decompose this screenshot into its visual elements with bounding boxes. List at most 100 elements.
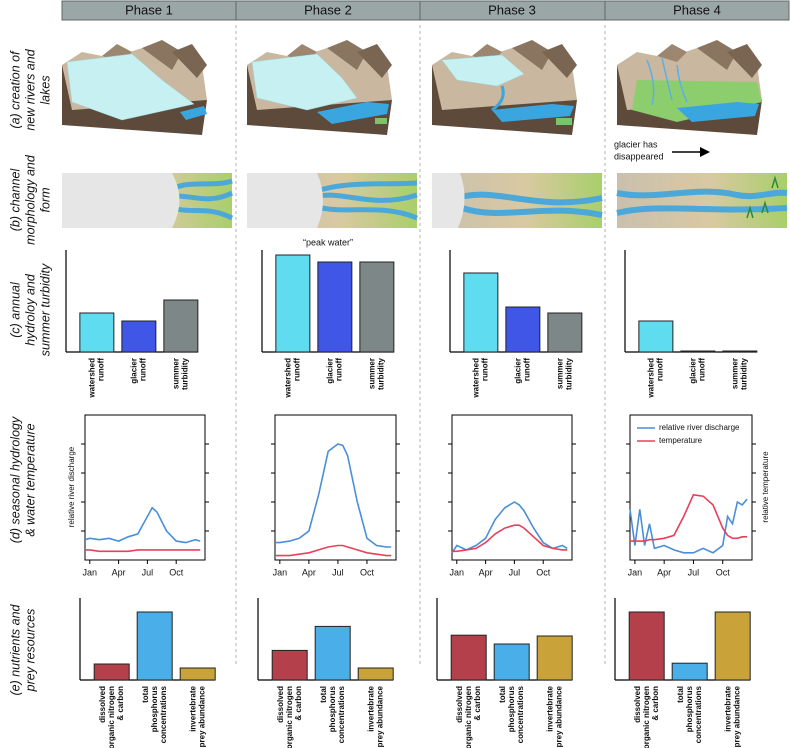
- category-label: invertebrate: [188, 685, 197, 731]
- row-label: hydroloy and: [23, 273, 37, 346]
- category-label: organic nitrogen: [464, 686, 473, 748]
- category-label: & carbon: [651, 686, 660, 721]
- category-label: concentrations: [694, 685, 703, 743]
- category-label: total: [676, 686, 685, 703]
- annotation: “peak water”: [303, 237, 353, 247]
- category-label: invertebrate: [366, 685, 375, 731]
- plot-frame: [274, 414, 397, 561]
- row-label: new rivers and: [23, 48, 37, 130]
- legend-label: relative river discharge: [659, 423, 740, 432]
- category-label: & carbon: [294, 686, 303, 721]
- category-label: prey abundance: [375, 685, 384, 747]
- category-label: watershed: [283, 358, 292, 399]
- temperature-line: [275, 544, 392, 557]
- x-tick-label: Apr: [112, 567, 126, 577]
- bar: [680, 350, 716, 353]
- channel: [247, 173, 418, 228]
- category-label: turbidity: [376, 357, 385, 390]
- row-label: form: [38, 188, 52, 213]
- row-label: (c) annual: [8, 281, 22, 338]
- category-label: prey abundance: [732, 685, 741, 747]
- category-label: runoff: [334, 358, 343, 381]
- landscape: [62, 40, 207, 135]
- arrow-head: [700, 147, 710, 157]
- channel: [62, 173, 234, 228]
- bar: [450, 634, 487, 681]
- category-label: phosphorus: [328, 685, 337, 732]
- bar: [628, 611, 665, 681]
- x-tick-label: Jan: [628, 567, 643, 577]
- x-tick-label: Jan: [450, 567, 465, 577]
- category-label: phosphorus: [685, 685, 694, 732]
- row-label: prey resources: [23, 609, 37, 693]
- channel: [616, 173, 788, 228]
- category-label: runoff: [96, 358, 105, 381]
- category-label: runoff: [480, 358, 489, 381]
- x-tick-label: Oct: [536, 567, 551, 577]
- row-label: (d) seasonal hydrology: [8, 416, 22, 543]
- row-label: (b) channel: [8, 168, 22, 232]
- plot-frame: [84, 414, 206, 561]
- category-label: watershed: [87, 358, 96, 399]
- category-label: concentrations: [337, 685, 346, 743]
- x-tick-label: Apr: [479, 567, 493, 577]
- discharge-line: [84, 506, 201, 544]
- phase-title: Phase 1: [125, 2, 173, 17]
- bar: [536, 635, 573, 681]
- category-label: invertebrate: [723, 685, 732, 731]
- category-label: invertebrate: [545, 685, 554, 731]
- phase-title: Phase 4: [673, 2, 721, 17]
- x-tick-label: Jan: [83, 567, 98, 577]
- row-label: & water temperature: [23, 423, 37, 536]
- bar: [357, 667, 394, 681]
- category-label: summer: [171, 358, 180, 389]
- x-tick-label: Apr: [302, 567, 316, 577]
- category-label: runoff: [697, 358, 706, 381]
- category-label: glacier: [129, 358, 138, 384]
- category-label: turbidity: [180, 357, 189, 390]
- row-label: summer turbidity: [38, 263, 52, 356]
- bar: [136, 611, 173, 681]
- phase-title: Phase 3: [488, 2, 536, 17]
- x-tick-label: Jul: [688, 567, 700, 577]
- plot-frame: [629, 414, 753, 561]
- x-tick-label: Oct: [716, 567, 731, 577]
- category-label: total: [319, 686, 328, 703]
- category-label: prey abundance: [554, 685, 563, 747]
- phase-title: Phase 2: [304, 2, 352, 17]
- x-tick-label: Jul: [332, 567, 344, 577]
- landscape: [432, 40, 577, 135]
- row-label: lakes: [38, 75, 52, 104]
- category-label: & carbon: [116, 686, 125, 721]
- x-tick-label: Oct: [360, 567, 375, 577]
- row-label: (e) nutrients and: [8, 603, 22, 695]
- legend-label: temperature: [659, 436, 703, 445]
- temperature-line: [452, 524, 568, 553]
- x-tick-label: Apr: [657, 567, 671, 577]
- category-label: turbidity: [564, 357, 573, 390]
- x-tick-label: Oct: [169, 567, 184, 577]
- category-label: summer: [367, 358, 376, 389]
- category-label: dissolved: [276, 686, 285, 723]
- bar: [463, 272, 499, 353]
- category-label: organic nitrogen: [642, 686, 651, 748]
- category-label: glacier: [513, 358, 522, 384]
- category-label: concentrations: [516, 685, 525, 743]
- bar: [547, 312, 583, 353]
- category-label: organic nitrogen: [107, 686, 116, 748]
- category-label: runoff: [655, 358, 664, 381]
- category-label: dissolved: [633, 686, 642, 723]
- plot-frame: [451, 414, 573, 561]
- x-tick-label: Jul: [509, 567, 521, 577]
- annotation: glacier has: [614, 139, 658, 149]
- annotation: disappeared: [614, 151, 664, 161]
- category-label: runoff: [292, 358, 301, 381]
- category-label: summer: [555, 358, 564, 389]
- header-bar: [61, 0, 790, 21]
- x-tick-label: Jul: [142, 567, 154, 577]
- category-label: runoff: [138, 358, 147, 381]
- y2-axis-label: relative temperature: [761, 451, 770, 523]
- row-label: morphology and: [23, 154, 37, 245]
- y-axis-label: relative river discharge: [67, 446, 76, 527]
- x-tick-label: Jan: [273, 567, 288, 577]
